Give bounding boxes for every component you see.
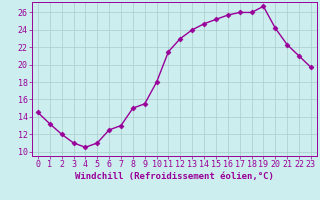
X-axis label: Windchill (Refroidissement éolien,°C): Windchill (Refroidissement éolien,°C) bbox=[75, 172, 274, 181]
